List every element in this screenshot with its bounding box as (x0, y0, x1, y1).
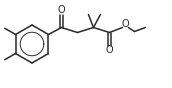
Text: O: O (58, 5, 65, 15)
Text: O: O (122, 19, 129, 29)
Text: O: O (106, 45, 113, 55)
